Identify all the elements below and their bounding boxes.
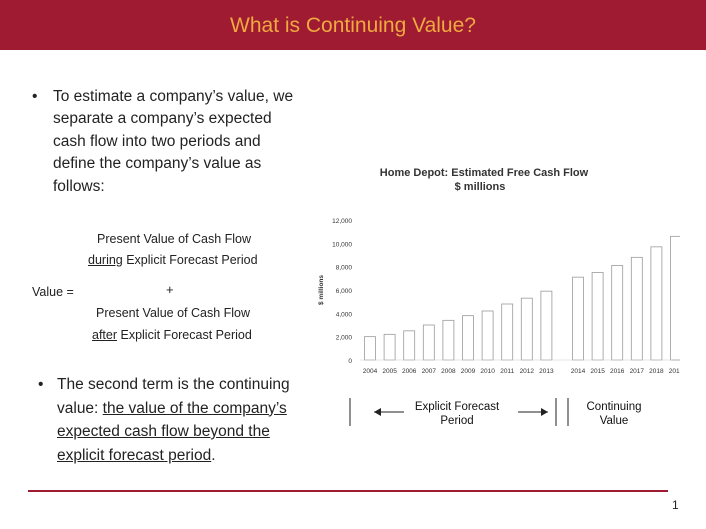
x-tick-label: 2007 (422, 368, 437, 375)
title-bar (0, 0, 706, 50)
x-tick-label: 2004 (363, 368, 378, 375)
x-tick-label: 2005 (382, 368, 397, 375)
bar-2013 (540, 290, 553, 361)
bar-2006 (403, 330, 416, 361)
formula-plus: + (166, 282, 174, 297)
bar-2017 (630, 256, 643, 361)
bar-2010 (481, 310, 494, 361)
x-tick-label: 2012 (520, 368, 535, 375)
x-tick-label: 2010 (480, 368, 495, 375)
x-tick-label: 2016 (610, 368, 625, 375)
y-tick-label: 0 (348, 358, 352, 365)
formula-term2-line1: Present Value of Cash Flow (96, 306, 251, 320)
formula-term2-line2: after Explicit Forecast Period (92, 328, 252, 342)
continuing-value-label: Continuing Value (586, 401, 642, 427)
formula-term1-line1: Present Value of Cash Flow (97, 232, 252, 246)
y-tick-label: 8,000 (336, 265, 353, 272)
y-tick-label: 6,000 (336, 288, 353, 295)
bullet-text: To estimate a company’s value, we separa… (53, 88, 294, 195)
formula-during-word: during (88, 253, 123, 267)
bar-2018 (650, 246, 663, 361)
x-tick-label: 2015 (590, 368, 605, 375)
bar-2009 (462, 315, 474, 361)
chart-title: Home Depot: Estimated Free Cash Flow (379, 167, 589, 179)
bar-2014 (572, 276, 584, 361)
bullet-continuing-value: • The second term is the continuing valu… (38, 373, 310, 467)
formula-term1-line2: during Explicit Forecast Period (88, 253, 258, 267)
arrow-left-head (374, 408, 381, 416)
page-number: 1 (672, 498, 679, 512)
y-tick-label: 4,000 (336, 311, 353, 318)
formula-term2-rest: Explicit Forecast Period (117, 328, 252, 342)
bullet-text: The second term is the continuing value:… (38, 373, 310, 467)
bullet2-end: . (211, 446, 216, 464)
bar-2012 (520, 297, 533, 361)
arrow-right-head (541, 408, 548, 416)
x-tick-label: 2009 (461, 368, 476, 375)
x-tick-label: 2013 (539, 368, 554, 375)
slide-title: What is Continuing Value? (230, 14, 476, 37)
footer-rule (28, 490, 668, 492)
bar-2008 (442, 319, 455, 361)
bullet-marker: • (38, 376, 44, 393)
bar-2016 (611, 265, 624, 361)
x-tick-label: 2008 (441, 368, 456, 375)
explicit-period-label: Explicit Forecast Period (414, 401, 500, 427)
bar-2004 (364, 336, 376, 361)
bar-2005 (383, 333, 396, 361)
bar-2007 (422, 324, 435, 361)
period-brackets (349, 398, 569, 426)
y-tick-label: 2,000 (336, 335, 353, 342)
bar-2011 (501, 303, 514, 361)
x-tick-label: 2018 (649, 368, 664, 375)
chart-title-block: Home Depot: Estimated Free Cash Flow $ m… (372, 166, 612, 194)
bar-2019 (670, 235, 680, 361)
chart-subtitle: $ millions (454, 181, 506, 193)
fcf-bar-chart: 0 2,000 4,000 6,000 8,000 10,000 12,000 $ milli… (318, 218, 680, 375)
x-tick-label: 2011 (500, 368, 514, 375)
x-tick-label: 2014 (571, 368, 586, 375)
bullet-estimate-value: • To estimate a company’s value, we sepa… (32, 86, 304, 198)
bullet2-underlined: the value of the company’s expected cash… (57, 399, 287, 464)
y-tick-label: 12,000 (332, 218, 352, 225)
x-tick-label: 2019 (669, 368, 680, 375)
y-axis-label: $ millions (318, 275, 325, 305)
x-tick-label: 2017 (630, 368, 645, 375)
formula-after-word: after (92, 328, 118, 342)
bar-2015 (591, 272, 604, 361)
formula-value-label: Value = (32, 285, 74, 299)
formula-term1-rest: Explicit Forecast Period (122, 253, 258, 267)
x-tick-label: 2006 (402, 368, 417, 375)
bullet-marker: • (32, 88, 38, 105)
bullet2-plain: The second term is the continuing value: (57, 376, 290, 417)
y-tick-label: 10,000 (332, 241, 352, 248)
